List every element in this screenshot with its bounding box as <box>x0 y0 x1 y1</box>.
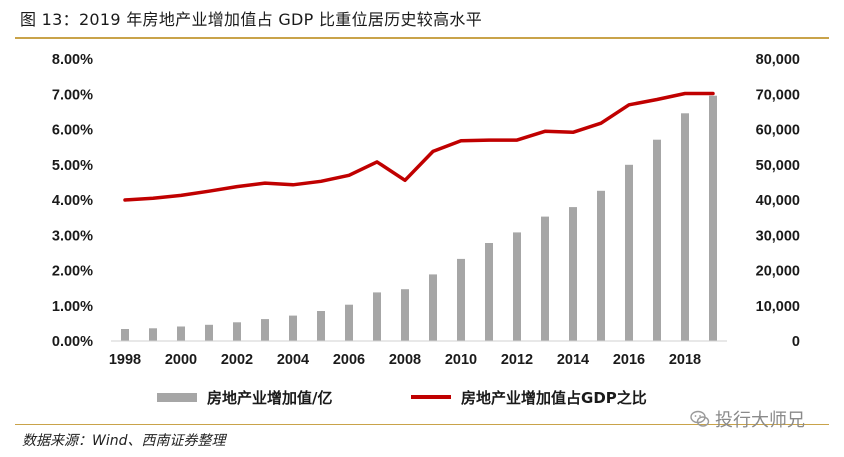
left-axis: 0.00% 1.00% 2.00% 3.00% 4.00% 5.00% 6.00% 7.00%… <box>52 52 93 350</box>
legend: 房地产业增加值/亿 房地产业增加值占GDP之比 <box>157 389 647 407</box>
x-tick-label: 2006 <box>333 352 365 368</box>
right-tick-label: 70,000 <box>756 87 800 103</box>
bar <box>485 243 493 341</box>
bar <box>597 190 605 341</box>
legend-bar-label: 房地产业增加值/亿 <box>207 389 332 407</box>
right-tick-label: 10,000 <box>756 299 800 315</box>
source-note: 数据来源：Wind、西南证券整理 <box>22 433 226 449</box>
watermark-text: 投行大师兄 <box>715 410 805 431</box>
bar <box>569 207 577 341</box>
ratio-line <box>123 91 715 202</box>
legend-bar-swatch <box>157 393 197 402</box>
bar-series <box>121 95 717 342</box>
bar <box>261 319 269 341</box>
right-tick-label: 20,000 <box>756 264 800 280</box>
x-tick-label: 2018 <box>669 352 701 368</box>
x-tick-label: 2008 <box>389 352 421 368</box>
x-tick-label: 2002 <box>221 352 253 368</box>
combo-chart: 0.00% 1.00% 2.00% 3.00% 4.00% 5.00% 6.00% 7.00%… <box>52 52 800 407</box>
left-tick-label: 2.00% <box>52 264 93 280</box>
right-tick-label: 40,000 <box>756 193 800 209</box>
bar <box>345 304 353 341</box>
bar <box>177 326 185 341</box>
figure-title: 图 13：2019 年房地产业增加值占 GDP 比重位居历史较高水平 <box>20 10 482 29</box>
bar <box>513 232 521 341</box>
left-tick-label: 0.00% <box>52 334 93 350</box>
bar <box>429 274 437 341</box>
right-tick-label: 60,000 <box>756 123 800 139</box>
left-tick-label: 5.00% <box>52 158 93 174</box>
bar <box>541 216 549 341</box>
x-tick-label: 2010 <box>445 352 477 368</box>
x-tick-label: 2014 <box>557 352 589 368</box>
x-tick-label: 2000 <box>165 352 197 368</box>
right-tick-label: 0 <box>792 334 800 350</box>
bar <box>457 258 465 341</box>
x-tick-label: 2016 <box>613 352 645 368</box>
left-tick-label: 8.00% <box>52 52 93 68</box>
right-tick-label: 80,000 <box>756 52 800 68</box>
bar <box>149 328 157 341</box>
x-tick-label: 1998 <box>109 352 141 368</box>
right-tick-label: 50,000 <box>756 158 800 174</box>
bar <box>233 322 241 341</box>
left-tick-label: 3.00% <box>52 228 93 244</box>
bar <box>205 324 213 341</box>
x-axis: 1998 2000 2002 2004 2006 2008 2010 2012 2014 2016… <box>109 352 701 368</box>
bottom-rule <box>15 424 829 425</box>
title-rule <box>15 37 829 39</box>
bar <box>625 164 633 342</box>
right-axis: 0 10,000 20,000 30,000 40,000 50,000 60,000 70,… <box>756 52 800 350</box>
bar <box>317 311 325 341</box>
watermark: 投行大师兄 <box>690 406 805 432</box>
left-tick-label: 1.00% <box>52 299 93 315</box>
left-tick-label: 4.00% <box>52 193 93 209</box>
wechat-icon <box>690 410 710 427</box>
bar <box>289 315 297 341</box>
x-tick-label: 2012 <box>501 352 533 368</box>
bar <box>373 292 381 341</box>
left-tick-label: 7.00% <box>52 87 93 103</box>
bar <box>709 95 717 341</box>
left-tick-label: 6.00% <box>52 123 93 139</box>
bar <box>681 113 689 341</box>
line-series <box>123 91 715 202</box>
bar <box>121 329 129 341</box>
bar <box>653 139 661 341</box>
legend-line-label: 房地产业增加值占GDP之比 <box>461 389 647 407</box>
x-tick-label: 2004 <box>277 352 309 368</box>
bar <box>401 289 409 341</box>
right-tick-label: 30,000 <box>756 228 800 244</box>
